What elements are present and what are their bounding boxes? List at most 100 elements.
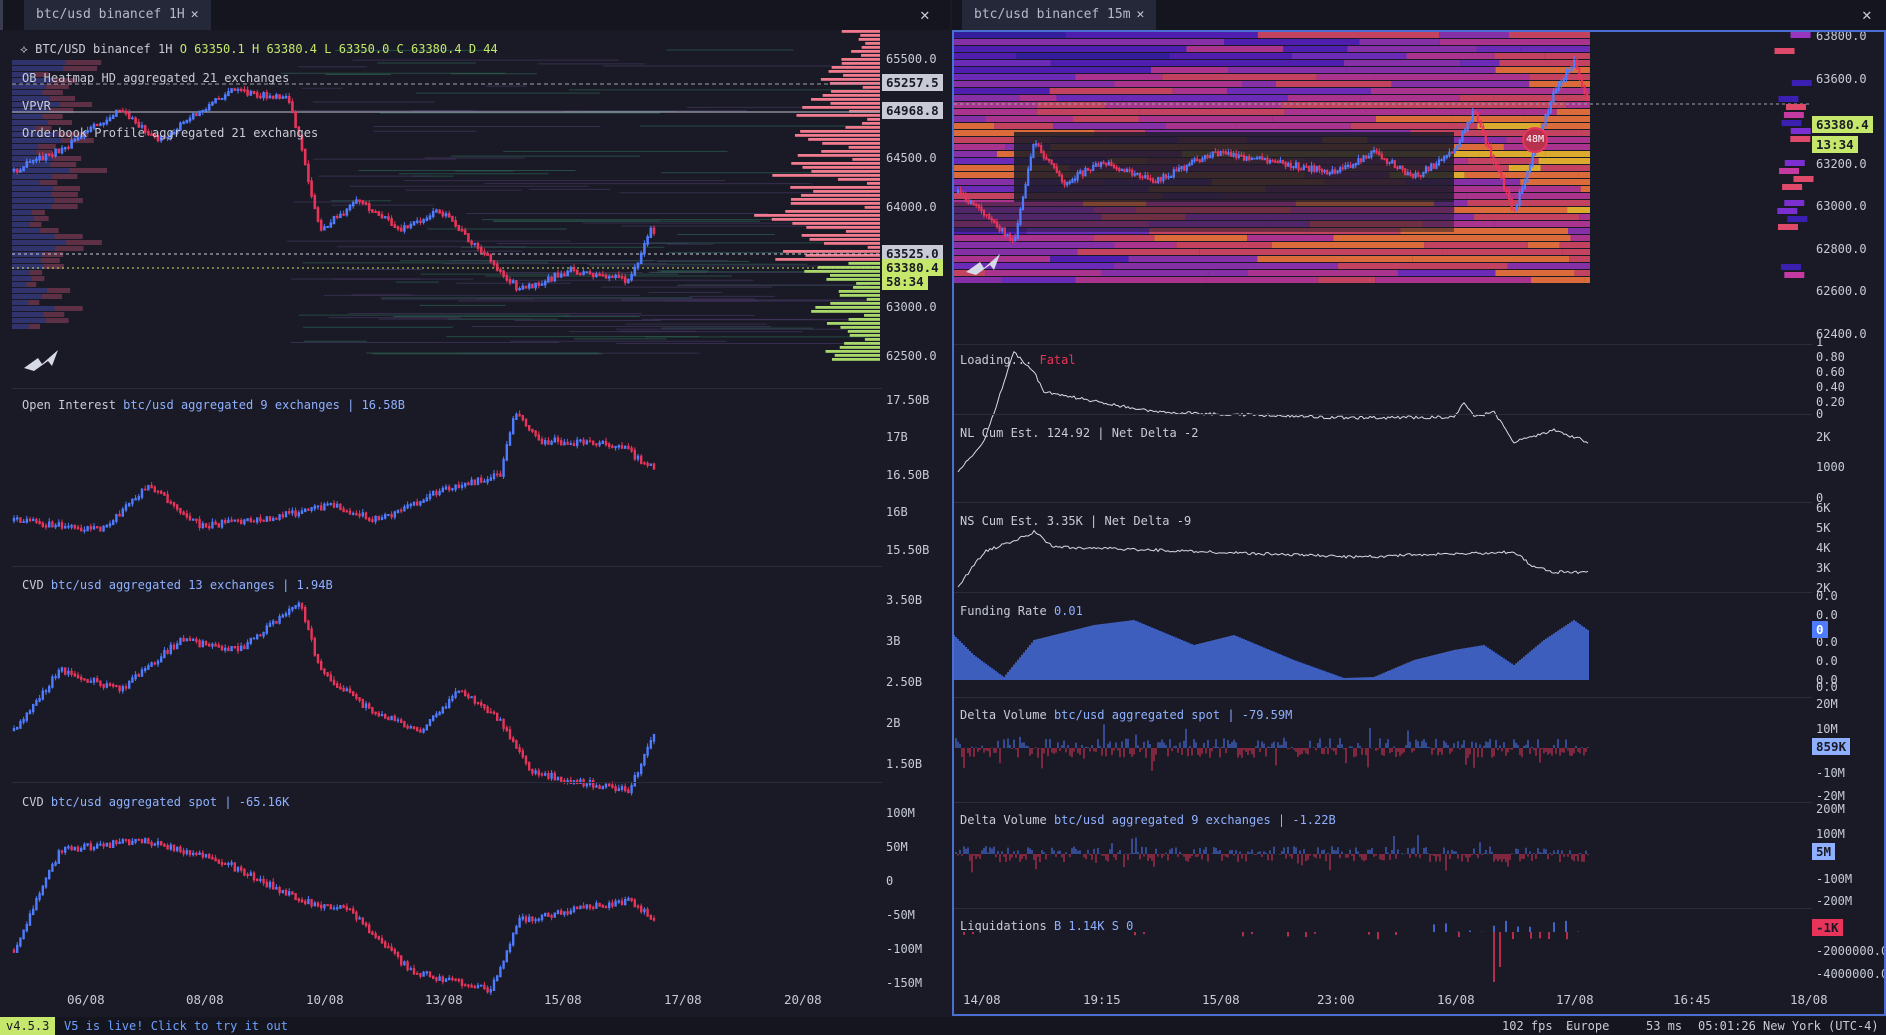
heatmap-band [1236,123,1351,129]
news-link[interactable]: V5 is live! Click to try it out [64,1019,288,1033]
heatmap-band [1291,53,1333,59]
heatmap-band [1137,102,1282,108]
right-chart-pane[interactable]: 63800.0 63600.0 63200.0 63000.0 62800.0 … [952,30,1886,1016]
oi-axis-label: 16.50B [886,468,930,482]
vpvr-bar [12,288,47,293]
dv-spot-bars-up [955,724,1589,748]
cvd-candle-up [12,600,656,796]
settings-diamond-icon[interactable]: ⟡ [20,42,28,56]
pane-separator[interactable] [12,388,882,389]
left-chart-pane[interactable]: ⟡ BTC/USD binancef 1H O 63350.1 H 63380.… [0,30,950,1016]
orderbook-bar [837,178,880,181]
heatmap-band [1227,88,1371,94]
price-axis-label: 62600.0 [1816,284,1867,298]
overlay-orderbook-label[interactable]: Orderbook Profile aggregated 21 exchange… [22,126,319,140]
close-icon[interactable]: ✕ [1136,7,1145,22]
close-pane-icon[interactable]: ✕ [1862,5,1872,24]
heatmap-band [1509,32,1590,38]
heatmap-band [1780,264,1801,270]
heatmap-band [1037,102,1106,108]
vpvr-bar [12,90,43,95]
pane-separator[interactable] [12,566,882,567]
close-icon[interactable]: ✕ [190,7,199,22]
pane-separator[interactable] [12,782,882,783]
orderbook-bar [806,226,880,229]
heatmap-band [954,60,1051,66]
heatmap-band [954,165,1070,171]
cvd-axis-label: 3.50B [886,593,923,607]
cvd-spot-indicator-label[interactable]: CVD btc/usd aggregated spot | -65.16K [22,795,290,809]
vpvr-bar [28,300,40,305]
nl-indicator-label[interactable]: NL Cum Est. 124.92 | Net Delta -2 [960,426,1199,440]
overlay-vpvr-label[interactable]: VPVR [22,99,51,113]
vpvr-bar [40,228,59,233]
funding-indicator-label[interactable]: Funding Rate 0.01 [960,604,1083,618]
tab-right-chart[interactable]: btc/usd binancef 15m ✕ [962,0,1157,30]
ns-indicator-label[interactable]: NS Cum Est. 3.35K | Net Delta -9 [960,514,1192,528]
heatmap-band [1460,60,1500,66]
pane-separator[interactable] [954,802,1812,803]
nl-line [957,351,1589,473]
liq-bars-up [1433,920,1579,932]
pane-separator[interactable] [954,592,1812,593]
pane-separator[interactable] [954,908,1812,909]
pane-separator[interactable] [954,697,1812,698]
heatmap-band [1781,120,1802,126]
time-axis-label: 17/08 [664,992,702,1007]
orderbook-bar [809,238,880,241]
tab-left-chart[interactable]: btc/usd binancef 1H ✕ [24,0,211,30]
liq-indicator-label[interactable]: Liquidations B 1.14K S 0 [960,919,1134,933]
vpvr-bar [12,168,70,173]
heatmap-band [1454,207,1568,213]
cvd-axis-label: 2B [886,716,901,730]
pane-separator[interactable] [954,502,1812,503]
oi-indicator-label[interactable]: Open Interest btc/usd aggregated 9 excha… [22,398,405,412]
heatmap-band [1114,242,1177,248]
overlay-heatmap-label[interactable]: OB Heatmap HD aggregated 21 exchanges [22,71,290,85]
loading-axis-label: 0.60 [1816,365,1845,379]
heatmap-band [1019,95,1057,101]
heatmap-band [1584,277,1590,283]
vpvr-bar [54,198,83,203]
heatmap-band [1316,74,1375,80]
heatmap-band [1452,116,1590,122]
heatmap-band [1507,172,1579,178]
heatmap-band [1169,53,1292,59]
heatmap-band [1405,179,1521,185]
heatmap-band [1065,32,1151,38]
time-axis-label: 18/08 [1790,992,1828,1007]
pane-separator[interactable] [954,414,1812,415]
vpvr-bar [12,198,55,203]
vpvr-bar [12,300,29,305]
left-chart-canvas[interactable] [0,30,950,1016]
vpvr-bar [12,84,47,89]
dv-agg-indicator-label[interactable]: Delta Volume btc/usd aggregated 9 exchan… [960,813,1336,827]
vpvr-bar [12,240,66,245]
orderbook-bar [785,210,880,213]
heatmap-band [1139,109,1285,115]
heatmap-band [1283,46,1348,52]
heatmap-band [985,116,1074,122]
orderbook-bar [830,302,880,305]
liquidation-marker[interactable]: 48M [1522,127,1548,153]
orderbook-bar [860,34,880,37]
price-axis-label: 64500.0 [886,151,937,165]
price-axis-label: 63200.0 [1816,157,1867,171]
vpvr-bar [12,294,43,299]
orderbook-bar [844,342,880,345]
heatmap-band [1172,88,1228,94]
cvd-indicator-label[interactable]: CVD btc/usd aggregated 13 exchanges | 1.… [22,578,333,592]
time-axis-label: 23:00 [1317,992,1355,1007]
vpvr-bar [12,270,31,275]
heatmap-band [1375,116,1453,122]
right-chart-canvas[interactable] [954,32,1884,1014]
version-badge[interactable]: v4.5.3 [0,1017,56,1035]
pane-handle[interactable] [0,0,3,30]
close-pane-icon[interactable]: ✕ [920,5,930,24]
pane-separator[interactable] [954,344,1812,345]
dv-spot-indicator-label[interactable]: Delta Volume btc/usd aggregated spot | -… [960,708,1293,722]
price-axis-label: 63600.0 [1816,72,1867,86]
vpvr-bar [29,222,42,227]
heatmap-band [954,123,995,129]
price-axis-label: 64000.0 [886,200,937,214]
